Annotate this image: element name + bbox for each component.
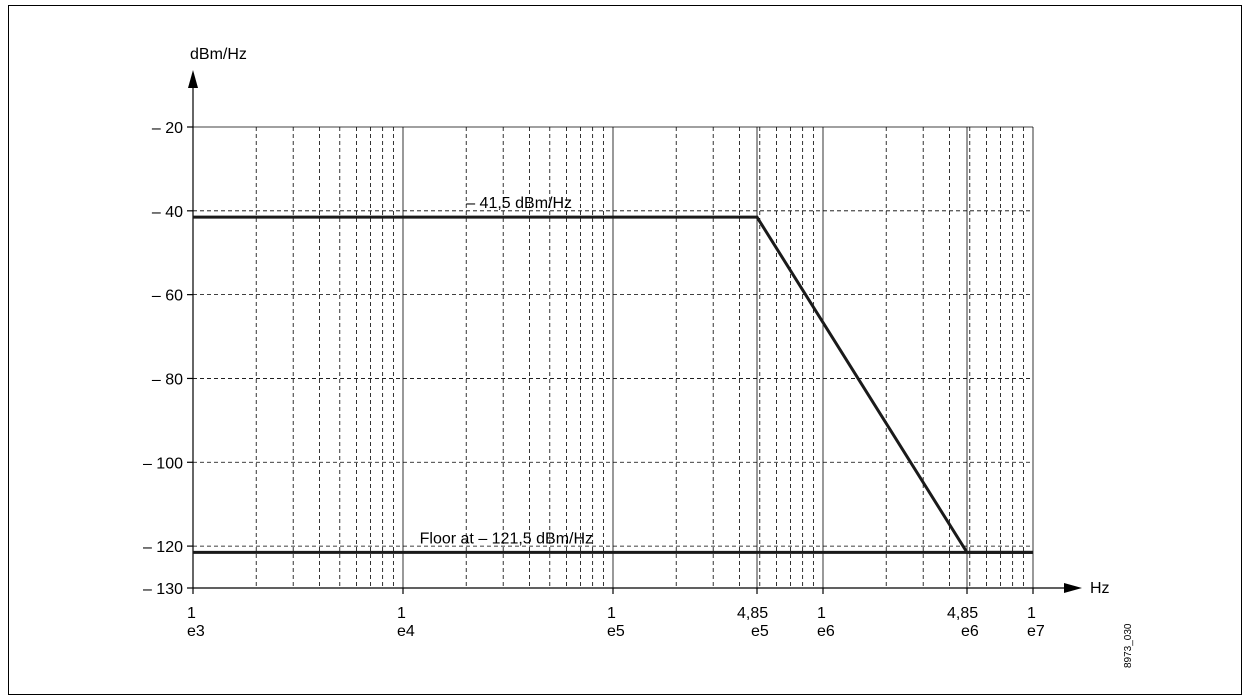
y-tick-labels: – 20 – 40 – 60 – 80 – 100 – 120 – 130 (143, 120, 193, 598)
y-tick-label: – 60 (152, 288, 183, 305)
figure-id-label: 8973_030 (1123, 623, 1134, 668)
x-tick-mantissa: 4,85 (947, 605, 978, 622)
grid (193, 127, 1033, 588)
axes: dBm/Hz Hz (188, 46, 1110, 597)
y-tick-label: – 100 (143, 455, 183, 472)
x-tick-exponent: e5 (607, 623, 625, 640)
x-axis-label: Hz (1090, 580, 1110, 597)
x-tick-exponent: e6 (961, 623, 979, 640)
x-tick-exponent: e5 (751, 623, 769, 640)
y-axis-arrow (188, 70, 198, 88)
annotations: – 41,5 dBm/Hz Floor at – 121,5 dBm/Hz (420, 195, 593, 547)
x-tick-exponent: e7 (1027, 623, 1045, 640)
annotation-1: – 41,5 dBm/Hz (466, 195, 572, 212)
x-axis-arrow (1064, 583, 1082, 593)
x-tick-mantissa: 1 (607, 605, 616, 622)
x-tick-mantissa: 1 (817, 605, 826, 622)
x-tick-mantissa: 1 (187, 605, 196, 622)
y-tick-label: – 80 (152, 371, 183, 388)
x-tick-exponent: e3 (187, 623, 205, 640)
x-tick-exponent: e4 (397, 623, 415, 640)
x-tick-mantissa: 1 (397, 605, 406, 622)
y-tick-label: – 130 (143, 581, 183, 598)
annotation-2: Floor at – 121,5 dBm/Hz (420, 530, 593, 547)
y-tick-label: – 40 (152, 204, 183, 221)
x-tick-mantissa: 4,85 (737, 605, 768, 622)
y-tick-label: – 120 (143, 539, 183, 556)
y-axis-label: dBm/Hz (190, 46, 247, 63)
y-tick-label: – 20 (152, 120, 183, 137)
x-tick-mantissa: 1 (1027, 605, 1036, 622)
x-tick-exponent: e6 (817, 623, 835, 640)
